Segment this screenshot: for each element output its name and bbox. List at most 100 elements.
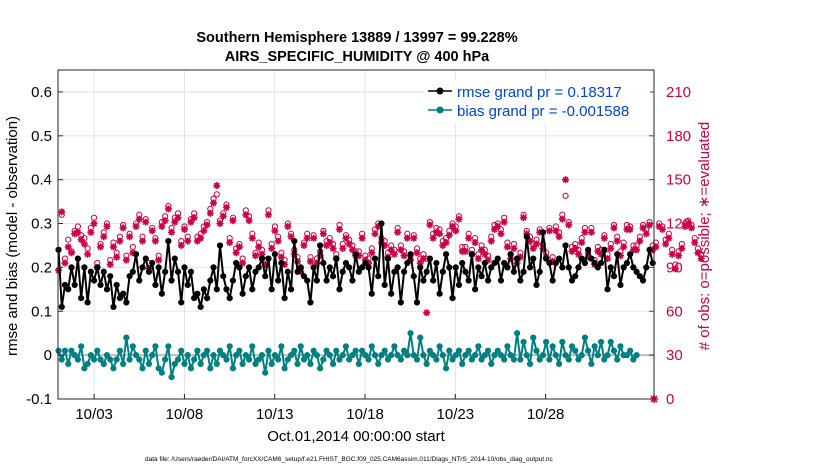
obs-evaluated-marker (655, 222, 663, 230)
bias-point (378, 352, 385, 359)
rmse-point (375, 273, 382, 280)
rmse-point (103, 286, 111, 293)
obs-evaluated-marker (210, 199, 218, 207)
obs-evaluated-marker (429, 234, 437, 242)
bias-point (162, 356, 169, 363)
rmse-point (123, 299, 130, 306)
rmse-point (113, 281, 120, 289)
bias-point (381, 347, 388, 354)
obs-evaluated-marker (503, 243, 511, 251)
rmse-point (313, 277, 320, 284)
bias-point (594, 352, 601, 359)
bias-point (607, 338, 614, 346)
rmse-point (152, 281, 159, 289)
rmse-point (258, 255, 266, 262)
rmse-point (349, 277, 356, 284)
rmse-point (572, 273, 579, 280)
bias-point (533, 347, 540, 354)
obs-evaluated-marker (164, 205, 172, 213)
bias-point (333, 347, 340, 354)
rmse-point (252, 268, 259, 275)
bias-point (158, 369, 165, 376)
rmse-point (65, 286, 72, 293)
bias-point (310, 347, 317, 354)
obs-evaluated-marker (67, 249, 75, 257)
rmse-point (78, 295, 85, 302)
obs-evaluated-marker (155, 256, 163, 264)
bias-point (559, 338, 566, 346)
bias-point (229, 365, 237, 372)
bias-point (87, 352, 94, 359)
rmse-point (575, 264, 582, 271)
obs-evaluated-marker (58, 208, 66, 216)
rmse-point (342, 259, 350, 267)
rmse-point (417, 264, 424, 271)
bias-point (203, 347, 211, 354)
rmse-point (120, 290, 127, 297)
rmse-point (517, 277, 524, 284)
rmse-point (643, 264, 650, 271)
bias-point (210, 352, 217, 359)
obs-evaluated-marker (390, 250, 398, 258)
bias-point (614, 356, 621, 363)
bias-point (507, 352, 514, 359)
obs-evaluated-marker (365, 259, 373, 267)
bias-point (220, 352, 227, 359)
rmse-point (630, 264, 637, 271)
rmse-point (536, 268, 543, 275)
obs-evaluated-marker (465, 234, 473, 242)
rmse-point (346, 264, 353, 271)
bias-point (520, 338, 527, 346)
obs-evaluated-marker (594, 247, 602, 255)
rmse-point (136, 277, 143, 284)
obs-evaluated-marker (649, 246, 657, 254)
obs-evaluated-marker (610, 224, 618, 232)
bias-point (478, 356, 485, 363)
bias-point (539, 352, 547, 359)
obs-evaluated-marker (235, 243, 243, 251)
rmse-point (84, 299, 91, 306)
rmse-point (433, 259, 440, 267)
obs-evaluated-marker (139, 237, 147, 245)
obs-evaluated-marker (452, 227, 460, 235)
obs-evaluated-marker (148, 227, 156, 235)
obs-evaluated-marker (571, 244, 579, 252)
rmse-point (546, 259, 553, 267)
obs-evaluated-marker (478, 246, 486, 254)
rmse-point (139, 264, 146, 271)
bias-point (181, 360, 188, 368)
bias-point (78, 343, 85, 350)
rmse-point (68, 264, 75, 271)
rmse-point (162, 268, 169, 275)
bias-point (442, 365, 450, 372)
obs-evaluated-marker (532, 240, 540, 248)
rmse-point (329, 273, 337, 280)
obs-evaluated-marker (206, 209, 214, 217)
bias-point (255, 356, 262, 363)
obs-evaluated-marker (184, 237, 192, 245)
bias-point (145, 360, 153, 368)
obs-evaluated-marker (445, 231, 453, 239)
obs-evaluated-marker (284, 222, 292, 230)
bias-point (65, 360, 72, 368)
obs-evaluated-marker (665, 234, 673, 242)
obs-evaluated-marker (174, 214, 182, 222)
obs-evaluated-marker (306, 258, 314, 266)
rmse-point (178, 299, 185, 306)
obs-evaluated-marker (539, 244, 547, 252)
rmse-point (436, 290, 443, 297)
rmse-point (90, 277, 98, 284)
bias-point (358, 347, 366, 354)
rmse-point (184, 281, 191, 289)
rmse-point (504, 264, 511, 271)
obs-evaluated-marker (339, 244, 347, 252)
obs-evaluated-marker (381, 241, 389, 249)
obs-evaluated-marker (681, 222, 689, 230)
y-tick-label: 0.6 (31, 84, 52, 101)
rmse-point (203, 295, 211, 302)
bias-series-line (57, 333, 638, 378)
bias-point (585, 347, 592, 354)
obs-evaluated-marker (345, 240, 353, 248)
obs-evaluated-marker (671, 265, 679, 273)
rmse-point (207, 277, 214, 284)
